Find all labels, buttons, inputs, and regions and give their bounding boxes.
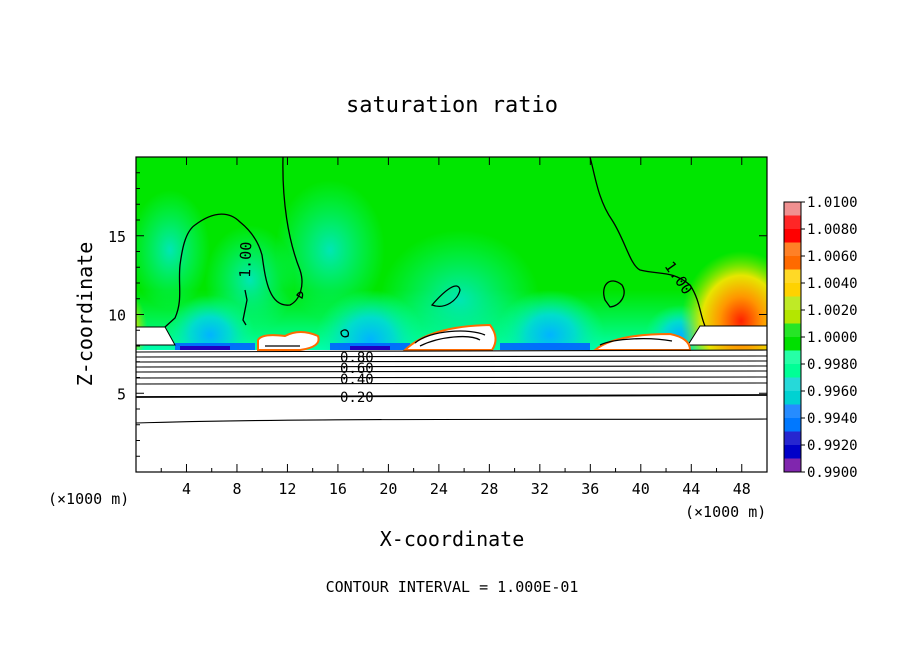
- y-tick-label: 15: [108, 228, 126, 246]
- colorbar-tick-label: 0.9980: [807, 357, 858, 373]
- contour-label-0-80: 0.80: [340, 350, 374, 366]
- y-axis: 5 10 15: [108, 172, 767, 457]
- colorbar-tick-label: 0.9900: [807, 465, 858, 481]
- colorbar-tick-label: 1.0020: [807, 303, 858, 319]
- x-tick-label: 12: [278, 480, 296, 498]
- x-unit-left: (×1000 m): [48, 490, 129, 508]
- colorbar-band: [784, 391, 801, 405]
- colorbar-band: [784, 215, 801, 229]
- contour-label-0-60: 0.60: [340, 361, 374, 377]
- colorbar-band: [784, 418, 801, 432]
- x-axis-label: X-coordinate: [380, 527, 525, 551]
- colorbar: 1.0100 1.0080 1.0060 1.0040 1.0020 1.0000 0.99…: [783, 195, 858, 481]
- chart-title: saturation ratio: [346, 93, 558, 118]
- colorbar-band: [784, 269, 801, 283]
- y-tick-label: 10: [108, 307, 126, 325]
- colorbar-band: [784, 310, 801, 324]
- colorbar-band: [784, 404, 801, 418]
- colorbar-band: [784, 364, 801, 378]
- colorbar-band: [784, 445, 801, 459]
- y-axis-label: Z-coordinate: [73, 242, 97, 387]
- x-unit-right: (×1000 m): [685, 503, 766, 521]
- x-tick-label: 20: [379, 480, 397, 498]
- x-tick-label: 28: [480, 480, 498, 498]
- colorbar-tick-label: 1.0060: [807, 249, 858, 265]
- contour-interval-note: CONTOUR INTERVAL = 1.000E-01: [326, 578, 579, 596]
- colorbar-tick-label: 1.0080: [807, 222, 858, 238]
- x-tick-label: 16: [329, 480, 347, 498]
- x-tick-label: 36: [581, 480, 599, 498]
- contour-lines: [164, 156, 706, 347]
- x-tick-label: 8: [232, 480, 241, 498]
- colorbar-band: [784, 337, 801, 351]
- colorbar-band: [784, 229, 801, 243]
- x-tick-label: 32: [531, 480, 549, 498]
- colorbar-band: [784, 202, 801, 216]
- colorbar-tick-label: 0.9940: [807, 411, 858, 427]
- y-tick-label: 5: [117, 385, 126, 403]
- contour-field: [136, 157, 767, 472]
- colorbar-band: [784, 242, 801, 256]
- colorbar-tick-label: 0.9960: [807, 384, 858, 400]
- contour-label-0-40: 0.40: [340, 372, 374, 388]
- x-tick-label: 44: [682, 480, 700, 498]
- colorbar-band: [784, 256, 801, 270]
- x-axis: 4 8 12 16 20 24 28 32 36 40 44 48: [160, 157, 751, 498]
- colorbar-band: [784, 458, 801, 472]
- colorbar-band: [784, 350, 801, 364]
- colorbar-band: [784, 296, 801, 310]
- contour-label-1-00-left: 1.00: [236, 241, 255, 278]
- x-tick-label: 24: [430, 480, 448, 498]
- colorbar-band: [784, 283, 801, 297]
- x-tick-label: 4: [182, 480, 191, 498]
- colorbar-band: [784, 431, 801, 445]
- colorbar-tick-label: 1.0040: [807, 276, 858, 292]
- contour-label-0-20: 0.20: [340, 390, 374, 406]
- stratified-contours: [135, 349, 768, 424]
- x-tick-label: 48: [733, 480, 751, 498]
- colorbar-tick-label: 1.0100: [807, 195, 858, 211]
- colorbar-band: [784, 323, 801, 337]
- colorbar-tick-label: 0.9920: [807, 438, 858, 454]
- colorbar-tick-label: 1.0000: [807, 330, 858, 346]
- colorbar-band: [784, 377, 801, 391]
- x-tick-label: 40: [632, 480, 650, 498]
